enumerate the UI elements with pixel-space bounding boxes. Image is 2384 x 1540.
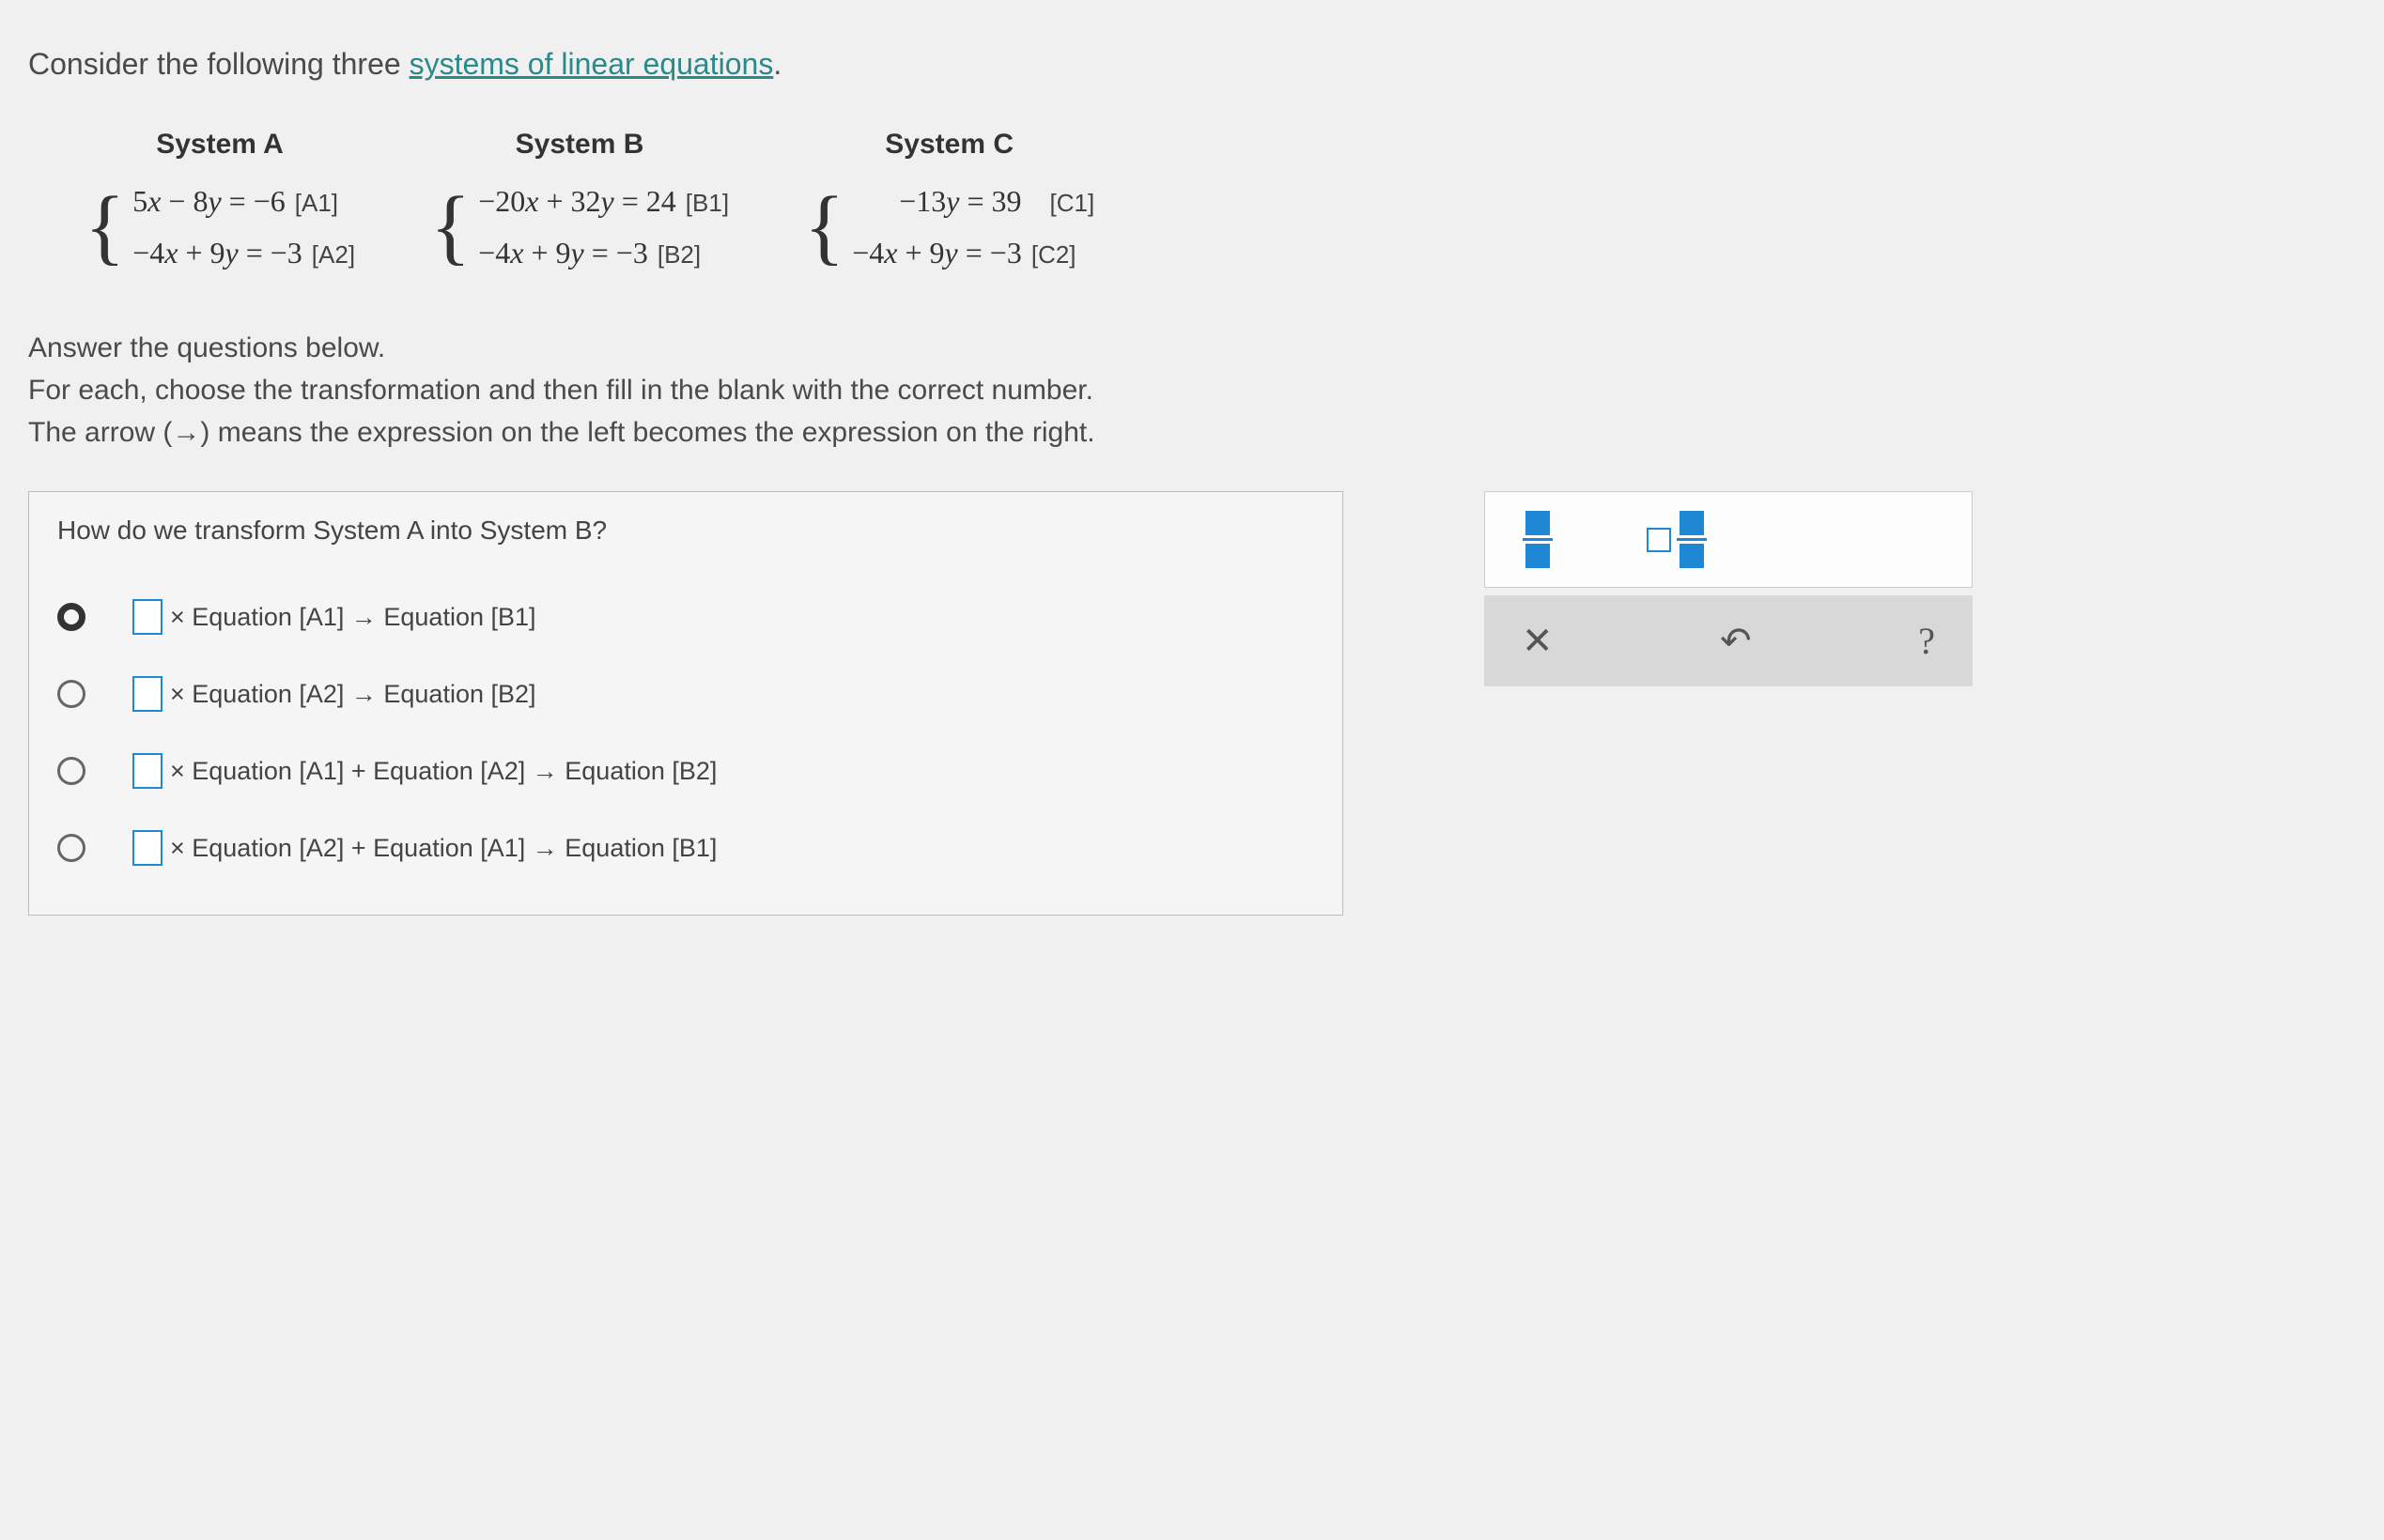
option-3[interactable]: × Equation [A1] + Equation [A2] → Equati…: [57, 732, 1314, 809]
option-2[interactable]: × Equation [A2] → Equation [B2]: [57, 655, 1314, 732]
equation-c2: −4x + 9y = −3: [852, 236, 1022, 270]
intro-text: Consider the following three systems of …: [28, 47, 2356, 82]
blank-input[interactable]: [132, 830, 163, 866]
instr-line2: For each, choose the transformation and …: [28, 369, 2356, 411]
instructions: Answer the questions below. For each, ch…: [28, 327, 2356, 454]
instr-line3: The arrow (→) means the expression on th…: [28, 411, 2356, 454]
radio-button[interactable]: [57, 603, 85, 631]
instr-line3b: means the expression on the left becomes…: [209, 417, 1094, 448]
option-text: × Equation [A1] → Equation [B1]: [132, 599, 536, 635]
arrow-symbol: (→): [163, 417, 209, 448]
math-tools: [1484, 491, 1973, 588]
fraction-icon: [1677, 511, 1707, 568]
options-list: × Equation [A1] → Equation [B1] × Equati…: [29, 569, 1342, 915]
equation-tag: [A2]: [312, 240, 355, 270]
question-panel: How do we transform System A into System…: [28, 491, 1343, 916]
equation-a1: 5x − 8y = −6: [132, 184, 286, 219]
brace-icon: {: [430, 193, 471, 261]
system-c: System C { −13y = 39 [C1] −4x + 9y = −3 …: [804, 129, 1094, 270]
systems-row: System A { 5x − 8y = −6 [A1] −4x + 9y = …: [85, 129, 2356, 270]
option-label: × Equation [A1] → Equation [B1]: [170, 603, 536, 632]
system-a-group: { 5x − 8y = −6 [A1] −4x + 9y = −3 [A2]: [85, 184, 355, 270]
option-text: × Equation [A2] → Equation [B2]: [132, 676, 536, 712]
radio-button[interactable]: [57, 834, 85, 862]
equation-c1: −13y = 39: [852, 184, 1021, 219]
bottom-row: How do we transform System A into System…: [28, 491, 2356, 916]
question-title: How do we transform System A into System…: [29, 492, 1342, 569]
equation-tag: [C1]: [1050, 189, 1095, 218]
square-icon: [1525, 511, 1550, 535]
option-label: × Equation [A1] + Equation [A2] → Equati…: [170, 757, 717, 786]
option-text: × Equation [A2] + Equation [A1] → Equati…: [132, 830, 717, 866]
blank-input[interactable]: [132, 599, 163, 635]
equation-line: −4x + 9y = −3 [B2]: [478, 236, 729, 270]
system-a: System A { 5x − 8y = −6 [A1] −4x + 9y = …: [85, 129, 355, 270]
equation-tag: [A1]: [295, 189, 338, 218]
help-icon[interactable]: ?: [1918, 619, 1935, 663]
close-icon[interactable]: ✕: [1522, 620, 1554, 663]
system-c-group: { −13y = 39 [C1] −4x + 9y = −3 [C2]: [804, 184, 1094, 270]
intro-suffix: .: [773, 47, 782, 81]
system-b-group: { −20x + 32y = 24 [B1] −4x + 9y = −3 [B2…: [430, 184, 729, 270]
equation-line: 5x − 8y = −6 [A1]: [132, 184, 355, 219]
tool-panel: ✕ ↶ ?: [1484, 491, 1973, 686]
equation-tag: [B1]: [686, 189, 729, 218]
systems-link[interactable]: systems of linear equations: [410, 47, 774, 81]
intro-prefix: Consider the following three: [28, 47, 410, 81]
equation-a2: −4x + 9y = −3: [132, 236, 302, 270]
undo-icon[interactable]: ↶: [1720, 620, 1752, 663]
hline-icon: [1677, 538, 1707, 541]
radio-button[interactable]: [57, 680, 85, 708]
instr-line1: Answer the questions below.: [28, 327, 2356, 369]
system-b: System B { −20x + 32y = 24 [B1] −4x + 9y…: [430, 129, 729, 270]
system-c-title: System C: [885, 129, 1014, 161]
hline-icon: [1523, 538, 1553, 541]
square-icon: [1680, 544, 1704, 568]
equation-line: −20x + 32y = 24 [B1]: [478, 184, 729, 219]
fraction-tool-icon[interactable]: [1523, 511, 1553, 568]
option-text: × Equation [A1] + Equation [A2] → Equati…: [132, 753, 717, 789]
blank-input[interactable]: [132, 676, 163, 712]
mixed-number-tool-icon[interactable]: [1647, 511, 1707, 568]
equation-b1: −20x + 32y = 24: [478, 184, 676, 219]
brace-icon: {: [85, 193, 125, 261]
system-a-title: System A: [156, 129, 284, 161]
equation-line: −13y = 39 [C1]: [852, 184, 1094, 219]
square-icon: [1525, 544, 1550, 568]
option-label: × Equation [A2] → Equation [B2]: [170, 680, 536, 709]
brace-icon: {: [804, 193, 844, 261]
instr-line3a: The arrow: [28, 417, 163, 448]
equation-line: −4x + 9y = −3 [C2]: [852, 236, 1094, 270]
option-label: × Equation [A2] + Equation [A1] → Equati…: [170, 834, 717, 863]
equation-line: −4x + 9y = −3 [A2]: [132, 236, 355, 270]
equation-tag: [B2]: [658, 240, 701, 270]
blank-input[interactable]: [132, 753, 163, 789]
action-tools: ✕ ↶ ?: [1484, 595, 1973, 686]
radio-button[interactable]: [57, 757, 85, 785]
option-4[interactable]: × Equation [A2] + Equation [A1] → Equati…: [57, 809, 1314, 886]
equation-b2: −4x + 9y = −3: [478, 236, 648, 270]
square-icon: [1680, 511, 1704, 535]
system-b-title: System B: [516, 129, 644, 161]
square-outline-icon: [1647, 528, 1671, 552]
option-1[interactable]: × Equation [A1] → Equation [B1]: [57, 578, 1314, 655]
equation-tag: [C2]: [1031, 240, 1076, 270]
